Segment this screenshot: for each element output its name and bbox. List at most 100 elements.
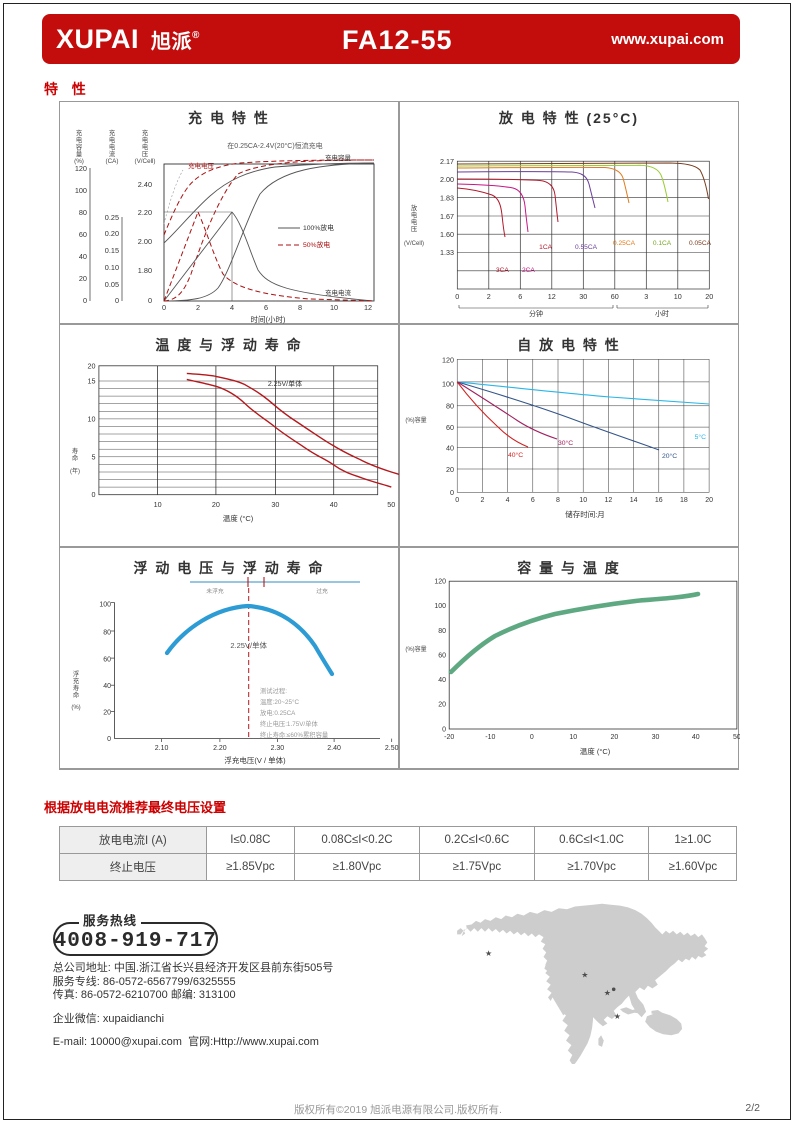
svg-text:0.25: 0.25 [105,213,119,222]
svg-text:2.25V/单体: 2.25V/单体 [268,379,302,388]
svg-text:(%)容量: (%)容量 [405,645,426,653]
svg-text:10: 10 [330,303,338,312]
svg-text:寿: 寿 [72,446,78,455]
svg-text:量: 量 [76,150,83,158]
svg-text:储存时间:月: 储存时间:月 [565,509,605,519]
svg-text:(V/Cell): (V/Cell) [404,241,424,247]
svg-text:4: 4 [506,497,510,504]
svg-text:电: 电 [109,135,116,144]
svg-text:60: 60 [446,423,454,432]
svg-text:0.25CA: 0.25CA [613,240,636,247]
svg-text:40: 40 [103,683,111,690]
svg-text:0: 0 [115,296,119,305]
svg-text:分钟: 分钟 [529,309,543,318]
svg-text:(CA): (CA) [106,158,119,165]
svg-text:充: 充 [142,128,149,137]
svg-text:电: 电 [142,135,149,144]
svg-text:60: 60 [79,230,87,239]
svg-text:5: 5 [92,453,96,462]
svg-text:10: 10 [88,415,96,424]
svg-text:寿: 寿 [73,683,79,692]
svg-text:60: 60 [103,657,111,664]
svg-text:过充: 过充 [316,587,328,595]
svg-text:60: 60 [438,653,446,660]
svg-text:2.30: 2.30 [271,745,285,752]
svg-text:20: 20 [88,362,96,371]
svg-text:0: 0 [455,292,459,301]
svg-text:0: 0 [148,296,152,305]
svg-text:100: 100 [75,186,87,195]
svg-text:2: 2 [487,292,491,301]
svg-text:0: 0 [162,303,166,312]
svg-text:40: 40 [438,677,446,684]
svg-text:测试过程:: 测试过程: [260,686,287,695]
svg-text:80: 80 [438,628,446,635]
svg-text:浮充电压(V / 单体): 浮充电压(V / 单体) [224,755,286,765]
svg-text:20: 20 [446,465,454,474]
svg-text:0: 0 [530,734,534,741]
svg-text:2.00: 2.00 [440,175,454,184]
svg-text:8: 8 [298,303,302,312]
svg-text:40: 40 [79,252,87,261]
svg-text:1CA: 1CA [539,244,552,251]
svg-text:0: 0 [455,497,459,504]
svg-text:电: 电 [411,217,418,226]
svg-text:80: 80 [446,402,454,411]
svg-text:压: 压 [411,225,418,233]
svg-text:2.10: 2.10 [155,745,169,752]
svg-text:6: 6 [518,292,522,301]
svg-text:(%)容量: (%)容量 [405,416,426,424]
svg-text:50: 50 [733,734,740,741]
svg-text:40°C: 40°C [508,451,523,459]
svg-text:3CA: 3CA [496,267,509,274]
svg-text:10: 10 [569,734,577,741]
svg-text:★: ★ [485,949,492,958]
svg-text:容: 容 [76,142,83,151]
svg-text:50%放电: 50%放电 [303,240,330,249]
svg-text:20: 20 [438,702,446,709]
svg-text:60: 60 [611,292,619,301]
svg-text:充电电压: 充电电压 [188,161,215,170]
svg-text:压: 压 [142,150,149,158]
svg-text:电: 电 [142,142,149,151]
svg-text:10: 10 [579,497,587,504]
svg-text:0.20: 0.20 [105,229,119,238]
svg-text:电: 电 [411,210,418,219]
svg-text:在0.25CA-2.4V(20°C)恒流充电: 在0.25CA-2.4V(20°C)恒流充电 [227,141,322,150]
svg-text:3: 3 [644,292,648,301]
svg-text:12: 12 [605,497,613,504]
svg-text:★: ★ [604,989,611,998]
svg-text:20: 20 [611,734,619,741]
svg-text:4: 4 [230,303,234,312]
svg-text:温度 (°C): 温度 (°C) [223,513,254,523]
svg-text:40: 40 [446,444,454,453]
svg-text:14: 14 [630,497,638,504]
svg-text:1.33: 1.33 [440,248,454,257]
svg-text:80: 80 [103,630,111,637]
svg-text:2.40: 2.40 [327,745,341,752]
svg-text:★: ★ [581,971,588,980]
svg-text:0: 0 [442,727,446,734]
svg-text:电: 电 [76,135,83,144]
svg-text:时间(小时): 时间(小时) [251,314,286,324]
svg-text:1.83: 1.83 [440,194,454,203]
svg-text:小时: 小时 [655,309,669,318]
svg-text:0.1CA: 0.1CA [653,240,672,247]
svg-text:★: ★ [614,1012,621,1021]
svg-text:命: 命 [73,690,80,699]
svg-text:40: 40 [330,500,338,509]
svg-text:1.60: 1.60 [440,230,454,239]
svg-text:40: 40 [692,734,700,741]
svg-text:100: 100 [434,603,446,610]
svg-text:0: 0 [83,296,87,305]
svg-text:0: 0 [107,736,111,743]
svg-text:12: 12 [548,292,556,301]
svg-text:30: 30 [579,292,587,301]
svg-text:2: 2 [480,497,484,504]
svg-text:放: 放 [411,203,418,212]
svg-text:2CA: 2CA [522,267,535,274]
svg-text:15: 15 [88,377,96,386]
svg-text:未浮充: 未浮充 [206,587,224,595]
svg-text:(%): (%) [71,705,80,711]
svg-text:20: 20 [212,500,220,509]
